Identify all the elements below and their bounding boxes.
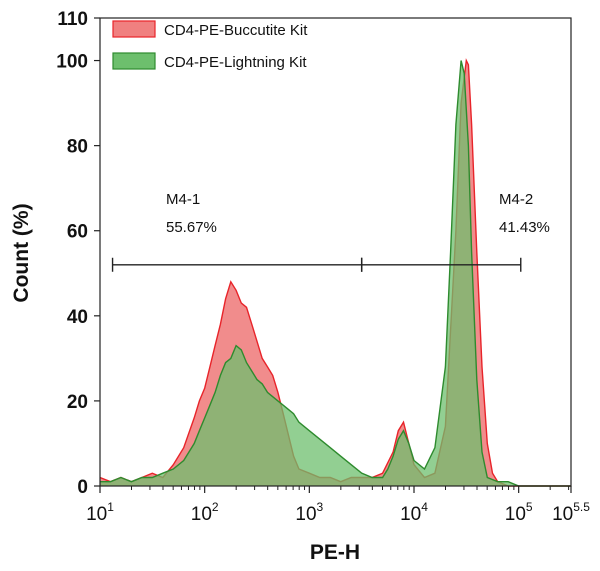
y-tick-label-80: 80 — [67, 137, 88, 158]
legend-label-buccutite: CD4-PE-Buccutite Kit — [164, 22, 308, 39]
series-area-cd4-pe-lightning-kit — [100, 60, 571, 486]
y-tick-label-60: 60 — [67, 222, 88, 243]
series-line-cd4-pe-buccutite-kit — [99, 58, 571, 487]
x-tick-label-2: 102 — [191, 500, 219, 525]
y-axis-title: Count (%) — [10, 203, 33, 302]
gate-label-m4-1: M4-1 — [166, 191, 200, 208]
gates: M4-1 55.67% M4-2 41.43% — [111, 191, 550, 272]
y-tick-label-0: 0 — [77, 477, 88, 498]
x-tick-label-5-5: 105.5 — [552, 500, 590, 525]
axes: 0 20 40 60 80 100 110 101 102 103 104 105 105.5 — [56, 9, 590, 525]
y-tick-label-100: 100 — [56, 52, 88, 73]
legend-swatch-buccutite — [112, 20, 156, 38]
gate-percent-m4-2: 41.43% — [499, 219, 550, 236]
x-tick-label-3: 103 — [295, 500, 323, 525]
plot-area — [99, 58, 571, 487]
gate-label-m4-2: M4-2 — [499, 191, 533, 208]
x-axis-title: PE-H — [310, 541, 360, 564]
x-tick-label-4: 104 — [400, 500, 428, 525]
y-tick-label-40: 40 — [67, 307, 88, 328]
gate-percent-m4-1: 55.67% — [166, 219, 217, 236]
plot-frame — [99, 17, 572, 487]
series-line-cd4-pe-lightning-kit — [100, 60, 571, 487]
y-tick-label-110: 110 — [57, 9, 88, 30]
legend-swatch-lightning — [112, 52, 156, 70]
legend: CD4-PE-Buccutite Kit CD4-PE-Lightning Ki… — [112, 20, 308, 71]
y-tick-label-20: 20 — [67, 392, 88, 413]
x-tick-label-1: 101 — [86, 500, 114, 525]
legend-label-lightning: CD4-PE-Lightning Kit — [164, 54, 307, 71]
x-tick-label-5: 105 — [505, 500, 533, 525]
series-area-cd4-pe-buccutite-kit — [100, 60, 571, 486]
